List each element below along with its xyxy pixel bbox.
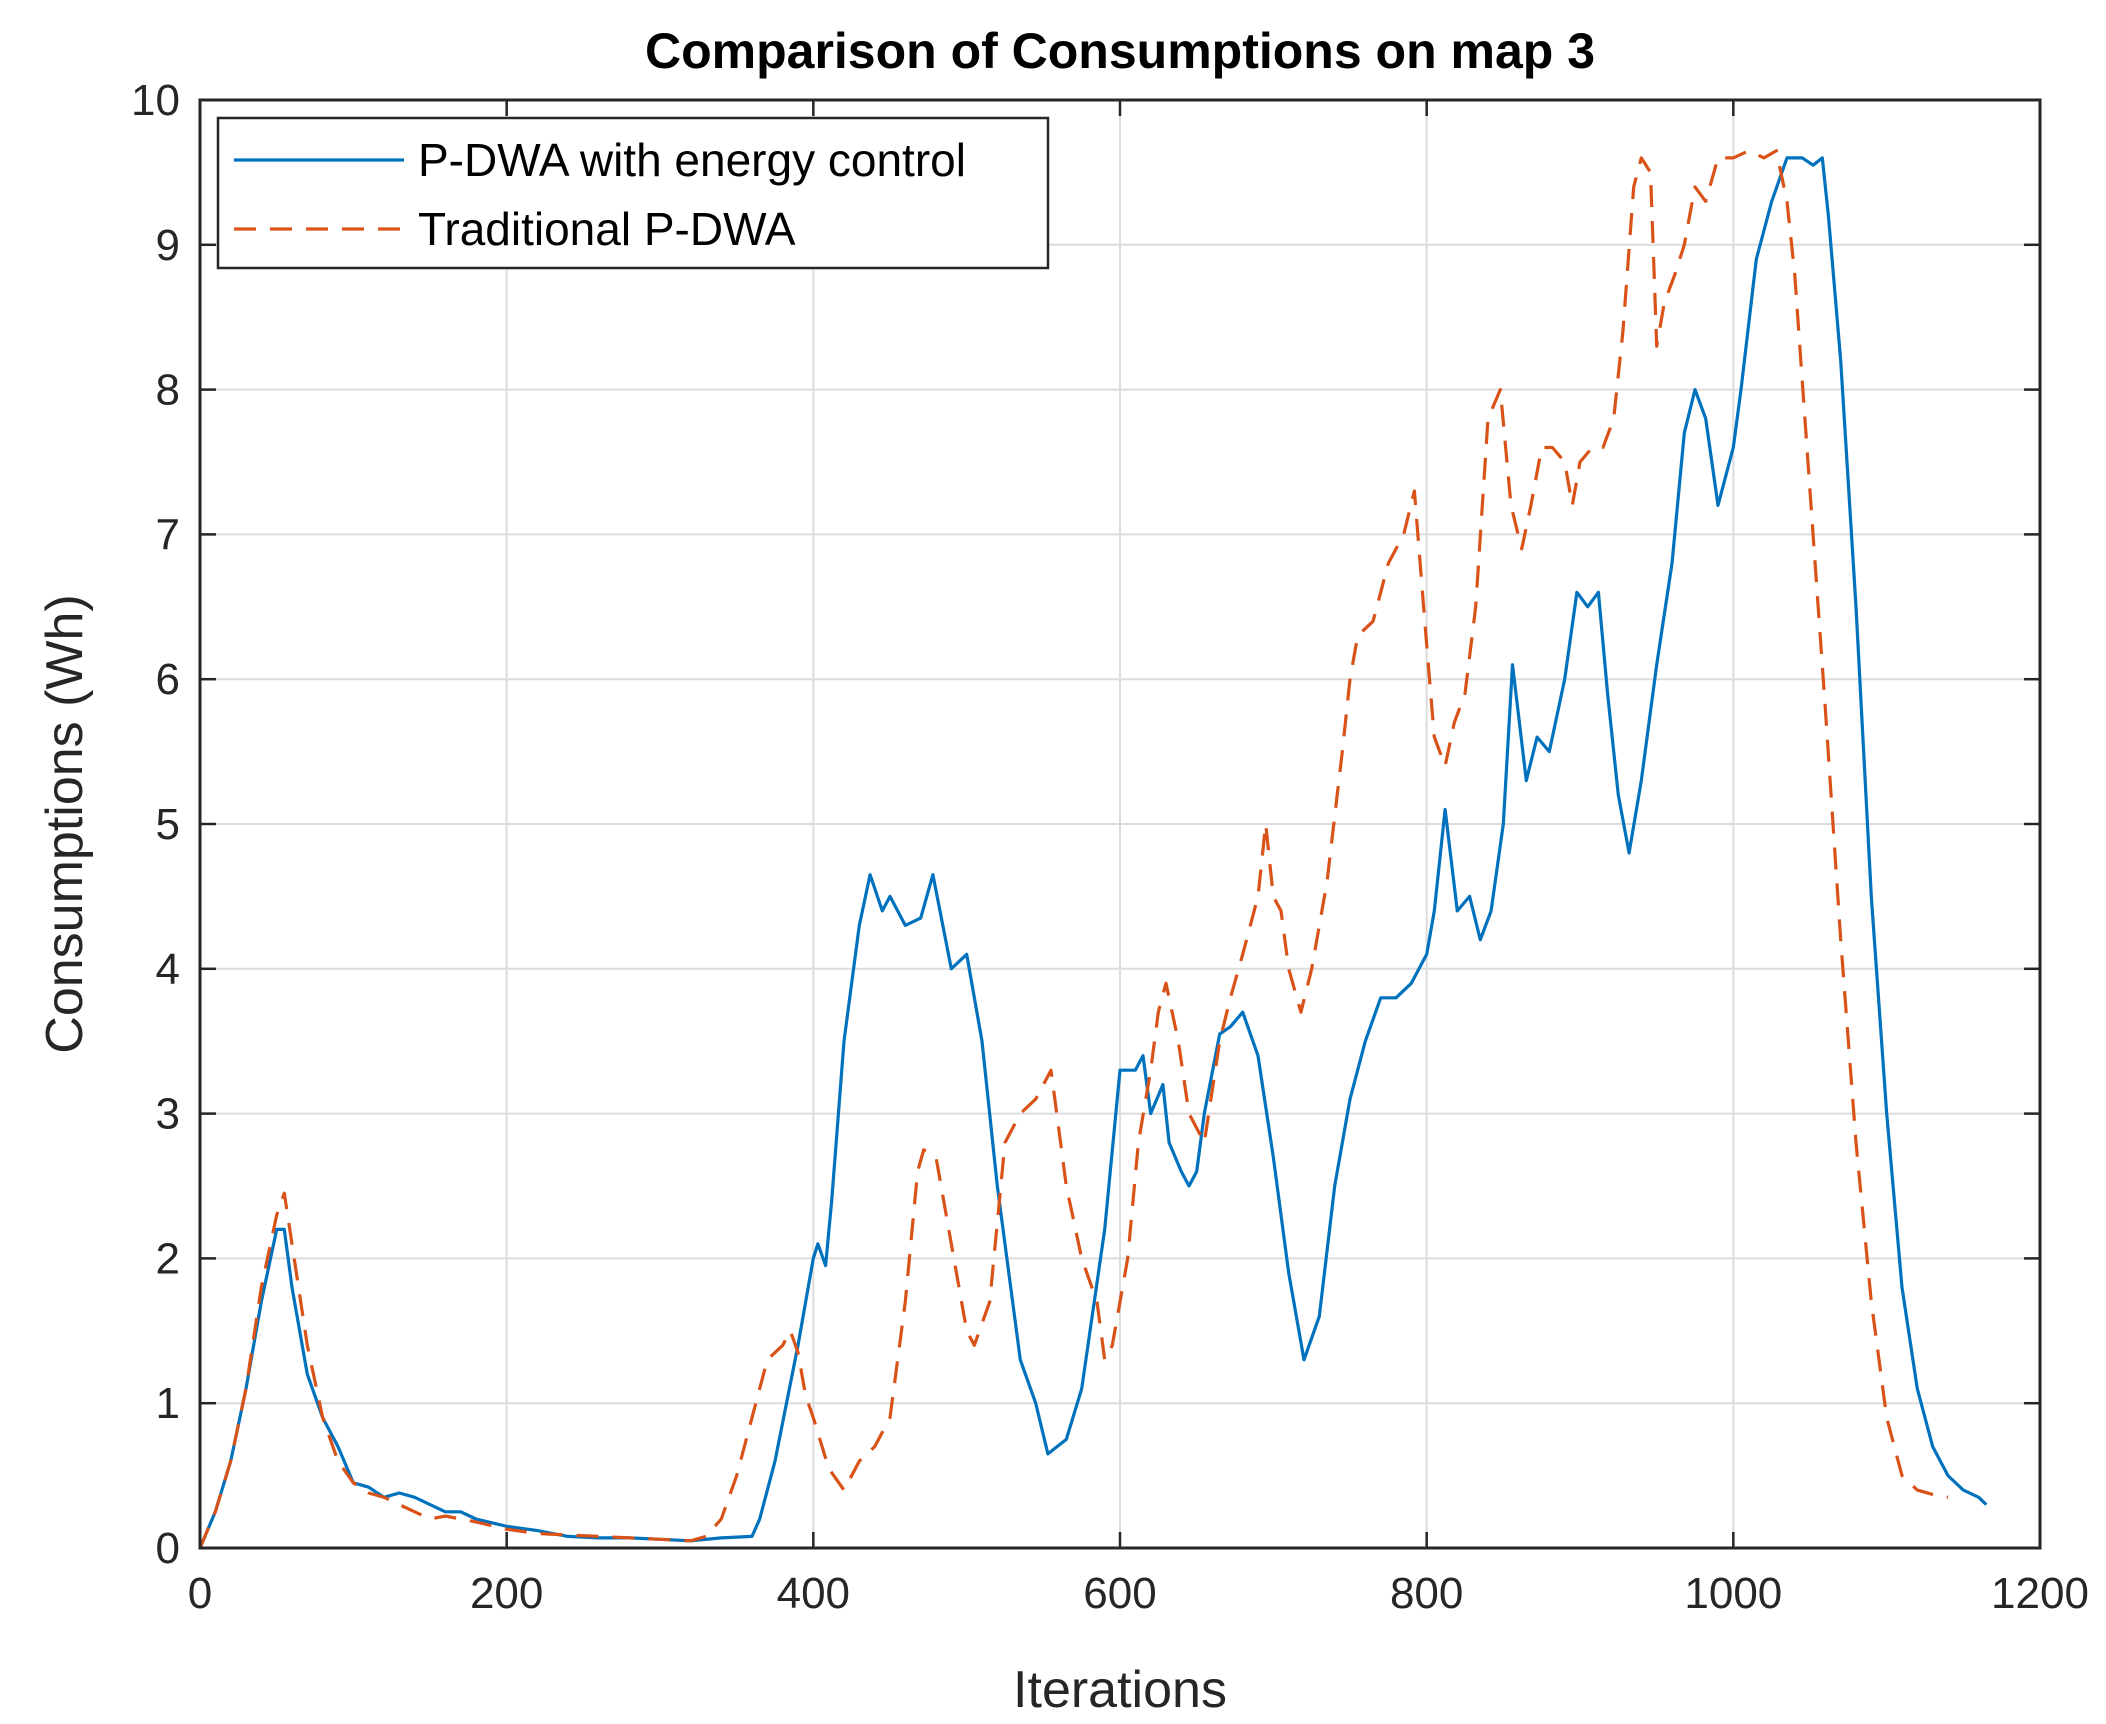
grid-lines	[200, 100, 2040, 1548]
x-tick-label-1: 200	[470, 1569, 543, 1618]
x-axis-label: Iterations	[1013, 1661, 1227, 1719]
legend-box	[216, 116, 1050, 270]
x-tick-label-4: 800	[1390, 1569, 1463, 1618]
axis-ticks: 0 200 400 600 800 1000 1200 0 1 2 3 4 5 6 7 8 9 10	[131, 76, 2089, 1618]
y-tick-label-6: 6	[156, 655, 180, 704]
series-line-energy-control	[198, 156, 1988, 1549]
y-tick-label-10: 10	[131, 76, 180, 125]
y-axis-label: Consumptions (Wh)	[36, 594, 94, 1053]
x-tick-label-2: 400	[777, 1569, 850, 1618]
y-tick-label-0: 0	[156, 1524, 180, 1573]
y-tick-label-1: 1	[156, 1379, 180, 1428]
y-tick-label-2: 2	[156, 1234, 180, 1283]
legend: P-DWA with energy control Traditional P-…	[216, 116, 1050, 270]
y-tick-label-5: 5	[156, 800, 180, 849]
x-tick-label-0: 0	[188, 1569, 212, 1618]
series-layer	[198, 149, 1988, 1549]
y-tick-label-4: 4	[156, 945, 180, 994]
legend-label-traditional: Traditional P-DWA	[418, 203, 796, 255]
x-tick-label-6: 1200	[1991, 1569, 2089, 1618]
x-tick-label-3: 600	[1083, 1569, 1156, 1618]
y-tick-label-7: 7	[156, 510, 180, 559]
chart-title: Comparison of Consumptions on map 3	[645, 23, 1595, 79]
series-line-traditional	[198, 149, 1949, 1549]
legend-label-energy-control: P-DWA with energy control	[418, 134, 966, 186]
x-tick-label-5: 1000	[1684, 1569, 1782, 1618]
y-tick-label-9: 9	[156, 221, 180, 270]
y-tick-label-8: 8	[156, 366, 180, 415]
y-tick-label-3: 3	[156, 1090, 180, 1139]
